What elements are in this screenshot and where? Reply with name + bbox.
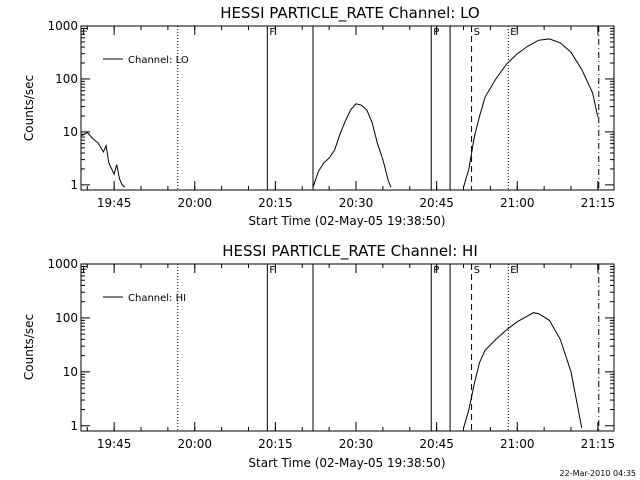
x-tick-label: 20:45 bbox=[419, 196, 454, 210]
x-axis-label: Start Time (02-May-05 19:38:50) bbox=[248, 214, 445, 228]
y-tick-label: 10 bbox=[63, 125, 78, 139]
y-axis-label: Counts/sec bbox=[22, 314, 36, 380]
plot-area: 19:45 20:00 20:15 20:30 20:45 21:00 21:15 1 10 10… bbox=[47, 257, 615, 451]
event-marker-label: F bbox=[269, 27, 275, 38]
x-tick-label: 21:15 bbox=[581, 437, 616, 451]
y-tick-label: 1 bbox=[70, 419, 78, 433]
event-marker-label: E bbox=[510, 265, 516, 276]
series-line bbox=[463, 312, 583, 429]
chart-panel-hi: HESSI PARTICLE_RATE Channel: HI 19:45 20:… bbox=[22, 242, 615, 470]
x-tick-label: 20:30 bbox=[339, 437, 374, 451]
x-tick-label: 20:15 bbox=[258, 196, 293, 210]
x-tick-label: 20:00 bbox=[177, 196, 212, 210]
plot-area: 19:45 20:00 20:15 20:30 20:45 21:00 21:15 1 10 10… bbox=[47, 19, 615, 210]
series-line bbox=[81, 131, 126, 188]
y-tick-label: 1000 bbox=[47, 19, 78, 33]
y-tick-label: 100 bbox=[55, 311, 78, 325]
y-axis-label: Counts/sec bbox=[22, 75, 36, 141]
x-tick-label: 20:30 bbox=[339, 196, 374, 210]
chart-title: HESSI PARTICLE_RATE Channel: HI bbox=[222, 242, 478, 261]
x-tick-label: 19:45 bbox=[97, 196, 132, 210]
event-marker-label: F bbox=[269, 265, 275, 276]
y-tick-label: 1 bbox=[70, 178, 78, 192]
event-marker-label: P bbox=[433, 27, 439, 38]
x-tick-label: 21:00 bbox=[500, 196, 535, 210]
footer-timestamp: 22-Mar-2010 04:35 bbox=[560, 469, 637, 478]
legend-label: Channel: HI bbox=[128, 293, 186, 304]
plot-frame bbox=[80, 25, 615, 191]
x-tick-label: 20:15 bbox=[258, 437, 293, 451]
y-tick-label: 10 bbox=[63, 365, 78, 379]
series-line bbox=[312, 103, 392, 188]
chart-panel-lo: HESSI PARTICLE_RATE Channel: LO 19:45 20:… bbox=[22, 4, 615, 228]
edge-marker-label: F bbox=[82, 265, 88, 276]
series-line bbox=[463, 38, 599, 188]
edge-marker-label: F bbox=[82, 27, 88, 38]
x-tick-label: 21:15 bbox=[581, 196, 616, 210]
x-tick-label: 20:45 bbox=[419, 437, 454, 451]
plot-frame bbox=[80, 263, 615, 432]
event-marker-label: S bbox=[474, 27, 480, 38]
legend-label: Channel: LO bbox=[128, 55, 189, 66]
x-tick-label: 20:00 bbox=[177, 437, 212, 451]
event-marker-label: E bbox=[510, 27, 516, 38]
y-tick-label: 100 bbox=[55, 72, 78, 86]
y-tick-label: 1000 bbox=[47, 257, 78, 271]
event-marker-label: P bbox=[433, 265, 439, 276]
x-tick-label: 19:45 bbox=[97, 437, 132, 451]
event-marker-label: S bbox=[474, 265, 480, 276]
x-axis-label: Start Time (02-May-05 19:38:50) bbox=[248, 456, 445, 470]
x-tick-label: 21:00 bbox=[500, 437, 535, 451]
chart-title: HESSI PARTICLE_RATE Channel: LO bbox=[220, 4, 479, 23]
